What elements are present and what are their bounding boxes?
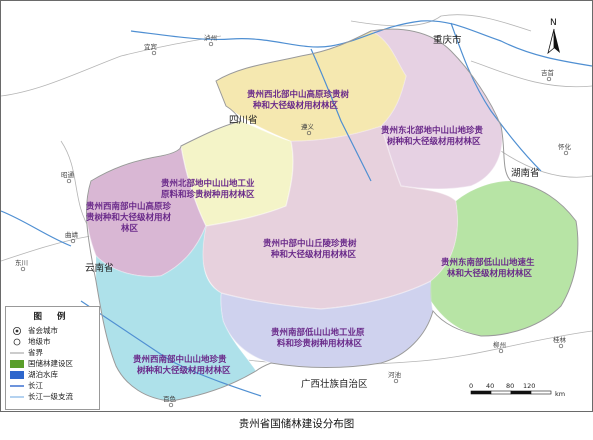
city-label: 宜宾 bbox=[144, 42, 158, 51]
legend-label: 地级市 bbox=[28, 337, 51, 346]
legend-label: 湖泊水库 bbox=[28, 370, 58, 379]
city-label: 曲靖 bbox=[65, 230, 79, 239]
city-labels: 宜宾 泸州 遵义 吉首 怀化 昭通 曲靖 东川 百色 河池 柳州 桂林 bbox=[15, 33, 572, 408]
scale-tick: 80 bbox=[506, 382, 514, 390]
city-marker bbox=[306, 130, 312, 136]
city-marker bbox=[558, 343, 564, 349]
scale-bar: 0 40 80 120 km bbox=[469, 382, 565, 398]
tributary-2 bbox=[450, 22, 542, 172]
scale-unit: km bbox=[555, 390, 565, 398]
zone-label-southwest: 贵州西南部中山山地珍贵 树种和大径级材用材林区 bbox=[133, 354, 231, 376]
north-arrow: N bbox=[547, 18, 560, 55]
province-labels: 四川省 重庆市 湖南省 云南省 广西壮族自治区 bbox=[85, 34, 540, 390]
legend-item-capital: 省会城市 bbox=[10, 325, 95, 336]
legend-title: 图 例 bbox=[33, 312, 72, 322]
capital-city-icon bbox=[10, 326, 24, 335]
province-label-chongqing: 重庆市 bbox=[433, 34, 462, 46]
zone-label-south: 贵州南部低山山地工业原 料和珍贵树种用材林区 bbox=[271, 327, 367, 349]
tributary-4 bbox=[1, 210, 72, 247]
city-marker bbox=[563, 150, 569, 156]
province-label-yunnan: 云南省 bbox=[85, 262, 114, 274]
zone-label-central: 贵州中部中山丘陵珍贵树 种和大径级材用材林区 bbox=[263, 238, 359, 260]
city-marker bbox=[70, 238, 76, 244]
yangtze-river bbox=[130, 20, 592, 67]
forest-area-swatch bbox=[10, 359, 24, 368]
city-marker bbox=[393, 378, 399, 384]
city-label: 遵义 bbox=[301, 122, 315, 131]
legend-item-prefecture-city: 地级市 bbox=[10, 336, 95, 347]
city-marker bbox=[151, 50, 157, 56]
city-label: 桂林 bbox=[553, 335, 567, 344]
scale-tick: 40 bbox=[486, 382, 494, 390]
legend-item-lake: 湖泊水库 bbox=[10, 369, 95, 380]
rivers-layer bbox=[1, 20, 592, 397]
city-label: 昭通 bbox=[61, 170, 75, 179]
province-border-icon bbox=[10, 349, 24, 357]
city-marker bbox=[208, 41, 214, 47]
zone-labels: 贵州西北部中山高原珍贵树 种和大径级材用材林区 贵州东北部地中山山地珍贵 树种和… bbox=[86, 89, 537, 376]
province-label-hunan: 湖南省 bbox=[511, 167, 540, 179]
city-marker bbox=[20, 266, 26, 272]
map-canvas: 四川省 重庆市 湖南省 云南省 广西壮族自治区 宜宾 泸州 遵义 吉首 怀化 昭… bbox=[1, 14, 592, 408]
tributary-line-icon bbox=[10, 393, 24, 401]
city-label: 百色 bbox=[163, 394, 177, 403]
city-label: 怀化 bbox=[558, 142, 572, 151]
guizhou-border bbox=[85, 28, 579, 402]
zone-label-southeast: 贵州东南部低山山地速生 林和大径级材用材林区 bbox=[441, 257, 537, 279]
north-arrow-label: N bbox=[550, 18, 557, 28]
lake-swatch bbox=[10, 370, 24, 379]
legend-item-tributary: 长江一级支流 bbox=[10, 391, 95, 402]
prefecture-city-icon bbox=[10, 338, 24, 346]
legend-label: 国储林建设区 bbox=[28, 359, 73, 368]
province-label-guangxi: 广西壮族自治区 bbox=[301, 378, 368, 390]
city-label: 柳州 bbox=[493, 340, 506, 349]
legend-item-yangtze: 长江 bbox=[10, 380, 95, 391]
scale-tick: 0 bbox=[469, 382, 473, 390]
legend-label: 省界 bbox=[28, 348, 43, 357]
zone-label-northwest: 贵州西北部中山高原珍贵树 种和大径级材用材林区 bbox=[247, 89, 352, 111]
legend-label: 长江 bbox=[28, 381, 43, 390]
yangtze-line-icon bbox=[10, 382, 24, 390]
city-label: 吉首 bbox=[541, 68, 555, 77]
city-marker bbox=[66, 178, 72, 184]
zone-label-west: 贵州西南部中山高原珍 贵树种和大径级材用材 林区 bbox=[86, 201, 174, 234]
tributary-3 bbox=[80, 300, 262, 397]
city-label: 泸州 bbox=[204, 33, 217, 42]
map-caption: 贵州省国储林建设分布图 bbox=[238, 418, 355, 430]
legend-label: 省会城市 bbox=[28, 326, 58, 335]
city-marker bbox=[498, 348, 504, 354]
map-frame: 四川省 重庆市 湖南省 云南省 广西壮族自治区 宜宾 泸州 遵义 吉首 怀化 昭… bbox=[0, 0, 593, 412]
legend-item-province-border: 省界 bbox=[10, 347, 95, 358]
zone-label-northeast: 贵州东北部地中山山地珍贵 树种和大径级材用材林区 bbox=[381, 125, 486, 147]
city-label: 东川 bbox=[15, 258, 28, 267]
scale-tick: 120 bbox=[523, 382, 535, 390]
legend-item-forest: 国储林建设区 bbox=[10, 358, 95, 369]
city-marker bbox=[168, 402, 174, 408]
city-label: 河池 bbox=[388, 370, 402, 379]
city-marker bbox=[546, 76, 552, 82]
tributary-1 bbox=[310, 48, 372, 182]
province-label-sichuan: 四川省 bbox=[229, 114, 258, 126]
legend: 图 例 省会城市 地级市 省界 国储林建设区 bbox=[5, 306, 100, 410]
legend-label: 长江一级支流 bbox=[28, 392, 73, 401]
zone-label-north: 贵州北部地中山山地工业 原料和珍贵树种用材林区 bbox=[161, 178, 257, 200]
